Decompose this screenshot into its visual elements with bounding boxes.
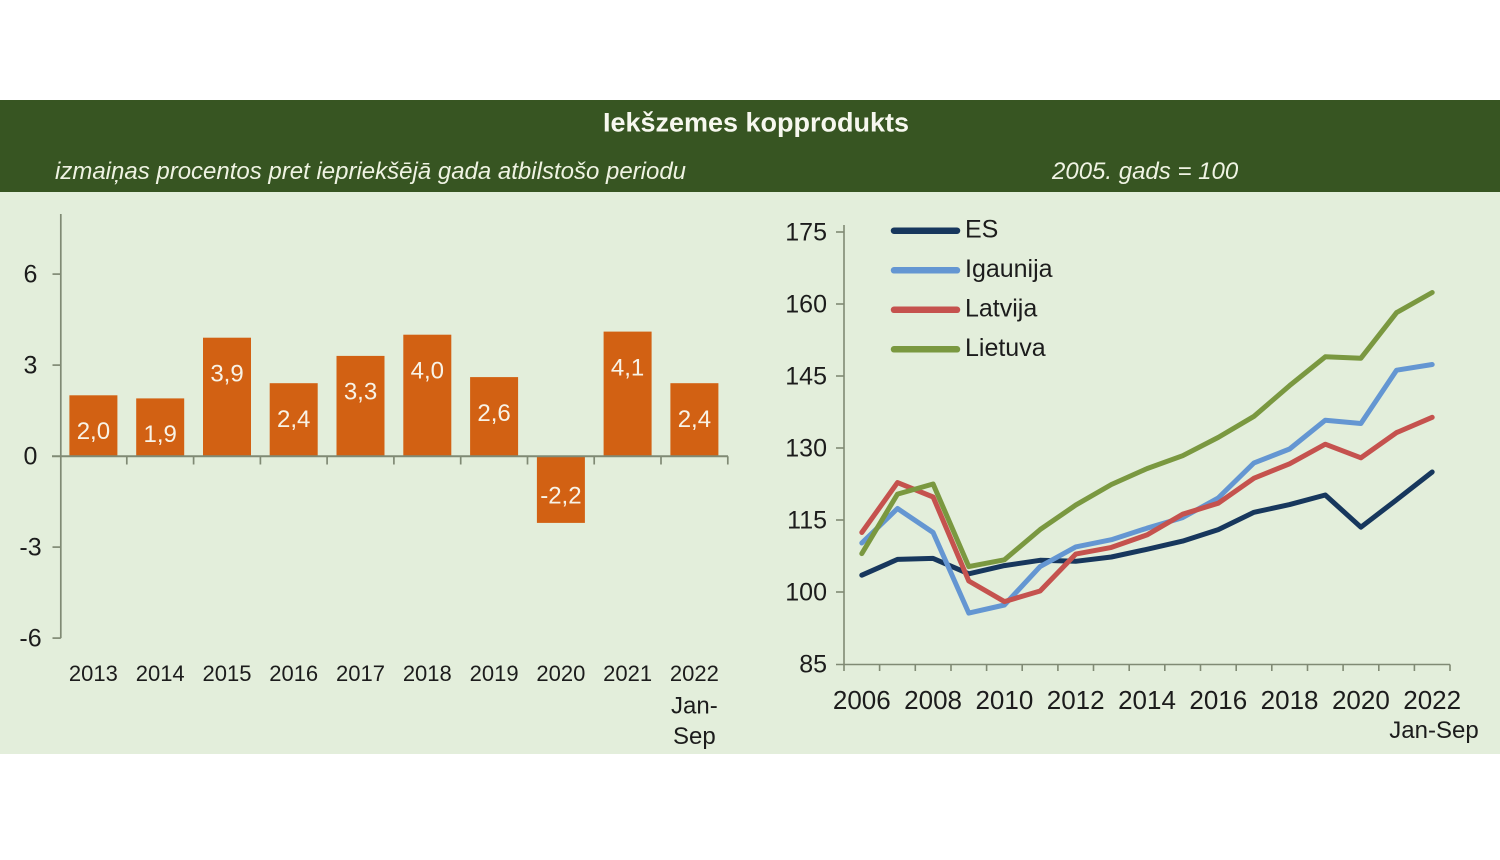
svg-text:100: 100 bbox=[785, 579, 827, 607]
svg-text:-3: -3 bbox=[19, 534, 41, 562]
svg-text:2008: 2008 bbox=[904, 685, 962, 715]
svg-text:3: 3 bbox=[24, 352, 38, 380]
svg-text:4,1: 4,1 bbox=[611, 354, 644, 381]
svg-text:Sep: Sep bbox=[673, 723, 716, 750]
svg-text:2,0: 2,0 bbox=[77, 418, 110, 445]
svg-text:2020: 2020 bbox=[536, 661, 585, 686]
svg-text:2006: 2006 bbox=[833, 685, 891, 715]
svg-text:2021: 2021 bbox=[603, 661, 652, 686]
svg-text:2018: 2018 bbox=[1261, 685, 1319, 715]
svg-text:Jan-: Jan- bbox=[671, 693, 718, 720]
svg-text:2,4: 2,4 bbox=[678, 406, 711, 433]
svg-text:2020: 2020 bbox=[1332, 685, 1390, 715]
svg-text:2016: 2016 bbox=[1189, 685, 1247, 715]
svg-text:2005. gads = 100: 2005. gads = 100 bbox=[1051, 158, 1239, 185]
svg-text:0: 0 bbox=[24, 443, 38, 471]
svg-text:175: 175 bbox=[785, 219, 827, 247]
svg-text:ES: ES bbox=[965, 216, 998, 244]
svg-text:Iekšzemes kopprodukts: Iekšzemes kopprodukts bbox=[603, 108, 909, 138]
svg-text:160: 160 bbox=[785, 291, 827, 319]
svg-text:2017: 2017 bbox=[336, 661, 385, 686]
svg-text:3,9: 3,9 bbox=[210, 360, 243, 387]
svg-text:2010: 2010 bbox=[975, 685, 1033, 715]
svg-text:2013: 2013 bbox=[69, 661, 118, 686]
svg-text:115: 115 bbox=[787, 507, 827, 535]
svg-text:3,3: 3,3 bbox=[344, 379, 377, 406]
svg-text:2,4: 2,4 bbox=[277, 406, 310, 433]
svg-text:145: 145 bbox=[785, 363, 827, 391]
svg-text:Igaunija: Igaunija bbox=[965, 255, 1053, 283]
svg-text:1,9: 1,9 bbox=[144, 421, 177, 448]
svg-text:2022: 2022 bbox=[1403, 685, 1461, 715]
svg-text:2019: 2019 bbox=[470, 661, 519, 686]
svg-text:Lietuva: Lietuva bbox=[965, 334, 1046, 362]
svg-text:6: 6 bbox=[24, 261, 38, 289]
svg-text:2,6: 2,6 bbox=[477, 400, 510, 427]
svg-text:Jan-Sep: Jan-Sep bbox=[1389, 717, 1478, 744]
svg-text:2018: 2018 bbox=[403, 661, 452, 686]
svg-text:85: 85 bbox=[799, 651, 827, 679]
svg-text:2016: 2016 bbox=[269, 661, 318, 686]
svg-text:4,0: 4,0 bbox=[411, 357, 444, 384]
svg-text:izmaiņas procentos pret ieprie: izmaiņas procentos pret iepriekšējā gada… bbox=[55, 158, 686, 185]
svg-text:2022: 2022 bbox=[670, 661, 719, 686]
svg-text:2015: 2015 bbox=[203, 661, 252, 686]
svg-text:Latvija: Latvija bbox=[965, 295, 1037, 323]
svg-text:2012: 2012 bbox=[1047, 685, 1105, 715]
svg-text:-2,2: -2,2 bbox=[540, 483, 581, 510]
svg-text:130: 130 bbox=[785, 435, 827, 463]
svg-text:2014: 2014 bbox=[136, 661, 185, 686]
svg-text:-6: -6 bbox=[19, 625, 41, 653]
svg-text:2014: 2014 bbox=[1118, 685, 1176, 715]
